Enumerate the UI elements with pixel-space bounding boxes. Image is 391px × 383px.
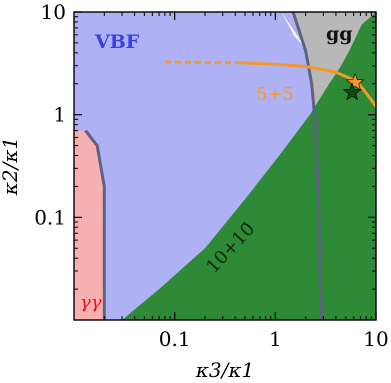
- marker-star-2: [342, 82, 362, 101]
- label-vbf: VBF: [94, 31, 140, 53]
- curve-5-5bar-solid: [240, 61, 376, 108]
- regions-group: [74, 12, 376, 320]
- label-5-5bar: 5+5̄: [256, 84, 294, 105]
- x-tick-label: 10: [363, 327, 388, 351]
- y-tick-label: 0.1: [34, 205, 66, 229]
- region-10-10bar: [122, 12, 376, 320]
- region-gammagamma: [74, 130, 105, 320]
- white-notch: [281, 12, 305, 47]
- label-gg: gg: [326, 23, 353, 45]
- y-tick-label: 10: [41, 0, 66, 24]
- plot-frame: [73, 11, 377, 321]
- gamma-boundary-line: [84, 129, 106, 320]
- y-axis-title: κ2/κ1: [0, 137, 22, 196]
- label-gammagamma: γγ: [80, 292, 102, 313]
- x-tick-label: 1: [269, 327, 282, 351]
- x-axis-title: κ3/κ1: [195, 358, 254, 382]
- curve-5-5bar-dashed: [164, 60, 241, 65]
- marker-star-1: [345, 72, 365, 91]
- x-tick-label: 0.1: [159, 327, 191, 351]
- y-tick-label: 1: [53, 103, 66, 127]
- gg-boundary-line: [291, 12, 324, 320]
